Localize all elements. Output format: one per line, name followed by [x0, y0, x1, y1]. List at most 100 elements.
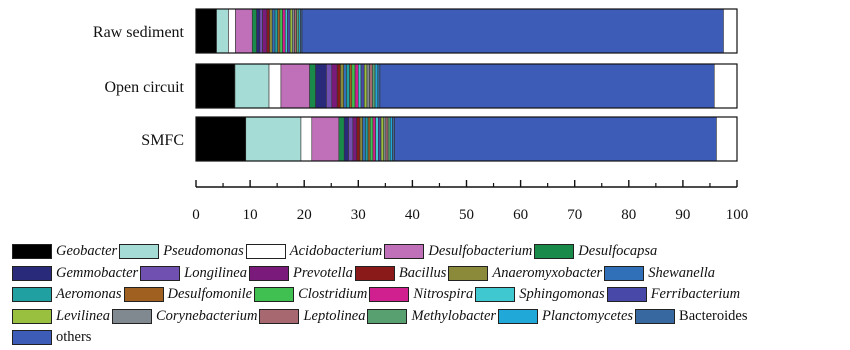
legend-swatch	[249, 265, 289, 281]
bar-segment-acidobacterium	[268, 63, 282, 109]
bar-segment-corynebacterium	[291, 8, 295, 54]
bar-segment-nitrospira	[372, 116, 376, 162]
bar-segment-acidobacterium	[300, 116, 313, 162]
bar-segment-nitrospira	[282, 8, 286, 54]
x-tick-label: 90	[675, 207, 690, 223]
bar-segment-prevotella	[331, 63, 338, 109]
stacked-bar-chart: Raw sediment Open circuit SMFC 0 10 20 30 40 50…	[93, 8, 748, 223]
legend-swatch	[635, 308, 676, 324]
legend-label: Desulfocapsa	[578, 243, 658, 260]
bar-segment-leptolinea	[294, 8, 297, 54]
bar-segment-desulfobacterium	[235, 8, 253, 54]
bar-segment-corynebacterium	[383, 116, 387, 162]
legend-item: Sphingomonas	[475, 286, 606, 303]
legend-item: Longilinea	[140, 265, 249, 282]
x-tick-label: 40	[405, 207, 420, 223]
legend-item: Prevotella	[249, 265, 355, 282]
legend-item: Levilinea	[12, 308, 112, 325]
legend-label: Sphingomonas	[519, 286, 605, 303]
bar-segment-leptolinea	[385, 116, 389, 162]
legend-label: Desulfobacterium	[428, 243, 533, 260]
legend-swatch	[119, 244, 160, 260]
x-tick-label: 80	[621, 207, 636, 223]
category-label: Open circuit	[104, 79, 184, 96]
bar-segment-anaeromyxobacter	[340, 63, 344, 109]
bar-segment-gemmobacter	[256, 8, 261, 54]
bar-segment-anaeromyxobacter	[359, 116, 363, 162]
bar-segment-anaeromyxobacter	[269, 8, 273, 54]
bar-segment-others	[379, 63, 715, 109]
legend-item: Gemmobacter	[12, 265, 140, 282]
legend-swatch	[606, 287, 647, 303]
legend-label: Clostridium	[298, 286, 368, 303]
legend-label: Prevotella	[293, 264, 353, 281]
legend-item: Aeromonas	[12, 286, 124, 303]
bar-segment-levilinea	[380, 116, 385, 162]
legend-label: Geobacter	[56, 243, 118, 260]
legend-swatch	[259, 308, 300, 324]
legend-item: Geobacter	[12, 243, 119, 260]
bar-segment-bacillus	[266, 8, 270, 54]
bars-layer	[195, 8, 738, 162]
legend-item: Methylobacter	[367, 308, 498, 325]
bar-segment-desulfomonile	[277, 8, 281, 54]
bar-segment-others	[394, 116, 717, 162]
legend-swatch	[534, 244, 575, 260]
bar-segment-levilinea	[289, 8, 293, 54]
legend-label: others	[56, 329, 92, 346]
bar-segment-clostridium	[279, 8, 283, 54]
legend-item: Desulfocapsa	[534, 243, 659, 260]
x-tick-label: 70	[567, 207, 582, 223]
legend-row: Aeromonas Desulfomonile Clostridium Nitrosp…	[12, 284, 848, 306]
bar-segment-bacteroides	[392, 116, 395, 162]
bar-segment-gemmobacter	[315, 63, 327, 109]
bar-segment-desulfomonile	[349, 63, 353, 109]
x-tick-label: 60	[513, 207, 528, 223]
category-label: Raw sediment	[93, 24, 185, 41]
legend-item: Ferribacterium	[606, 286, 742, 303]
legend-swatch	[448, 265, 489, 281]
bar-segment-prevotella	[262, 8, 268, 54]
legend-item: Bacillus	[354, 264, 449, 282]
bar-segment-aeromonas	[274, 8, 278, 54]
bar-segment-ferribacterium	[378, 116, 382, 162]
legend-swatch	[111, 308, 152, 324]
legend-item: Nitrospira	[369, 286, 475, 303]
bar-segment-bacteroides	[377, 63, 381, 109]
legend-label: Ferribacterium	[650, 286, 741, 303]
legend-label: Nitrospira	[413, 286, 474, 303]
bar-segment-others	[301, 8, 724, 54]
bar-segment-shewanella	[362, 116, 366, 162]
legend-row: Levilinea Corynebacterium Leptolinea Methyl…	[12, 306, 848, 328]
legend-label: Anaeromyxobacter	[492, 264, 603, 281]
bar-segment-clostridium	[351, 63, 356, 109]
legend-swatch	[245, 244, 286, 260]
legend-row: others	[12, 327, 848, 349]
legend-swatch	[369, 287, 410, 303]
legend-swatch	[354, 265, 395, 281]
legend-label: Desulfomonile	[167, 286, 253, 303]
legend-label: Bacillus	[398, 264, 447, 281]
legend-label: Acidobacterium	[289, 243, 383, 260]
legend-item: Anaeromyxobacter	[448, 265, 604, 282]
bar-segment-prevotella	[352, 116, 357, 162]
legend-swatch	[12, 330, 52, 346]
legend-swatch	[12, 308, 52, 324]
bar-segment-corynebacterium	[366, 63, 370, 109]
bar-segment-longilinea	[259, 8, 263, 54]
legend-label: Methylobacter	[411, 307, 497, 324]
category-label: SMFC	[141, 132, 184, 149]
bar-segment-geobacter	[195, 8, 217, 54]
bar-segment-sphingomonas	[357, 63, 362, 109]
legend-swatch	[254, 287, 295, 303]
bar-segment-pseudomonas	[245, 116, 302, 162]
bar-segment-acidobacterium	[228, 8, 236, 54]
legend-label: Levilinea	[56, 307, 110, 324]
bar-outline	[195, 63, 738, 109]
bar-segment-gemmobacter	[343, 116, 349, 162]
legend-swatch	[367, 308, 408, 324]
legend-swatch	[475, 287, 516, 303]
bar-segment-longilinea	[326, 63, 333, 109]
legend-item: Clostridium	[254, 286, 369, 303]
bar-segment-ferribacterium	[287, 8, 291, 54]
